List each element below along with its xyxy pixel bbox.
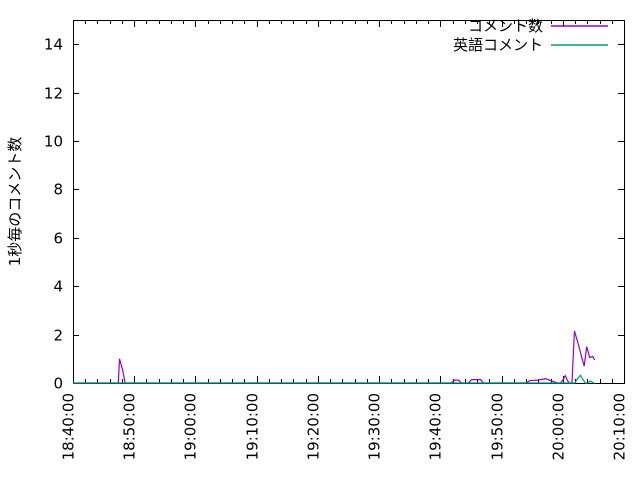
x-tick-label: 19:20:00 bbox=[305, 393, 323, 460]
x-tick-label: 19:50:00 bbox=[489, 393, 507, 460]
legend-label-1: コメント数 bbox=[468, 17, 543, 35]
x-tick-label: 19:00:00 bbox=[182, 393, 200, 460]
x-tick-label: 19:30:00 bbox=[366, 393, 384, 460]
x-tick-label: 18:40:00 bbox=[60, 393, 78, 460]
y-tick-label: 12 bbox=[44, 85, 63, 103]
plot-frame bbox=[73, 20, 625, 384]
series-line-1 bbox=[73, 330, 596, 384]
series-layer bbox=[73, 330, 596, 384]
y-tick-label: 8 bbox=[53, 181, 63, 199]
x-tick-label: 19:40:00 bbox=[427, 393, 445, 460]
x-axis: 18:40:00 18:50:00 19:00:00 19:10:00 19:20:00… bbox=[60, 20, 629, 460]
x-tick-label: 20:10:00 bbox=[611, 393, 629, 460]
x-tick-label: 19:10:00 bbox=[244, 393, 262, 460]
y-axis-label: 1秒毎のコメント数 bbox=[6, 137, 24, 267]
y-tick-label: 6 bbox=[53, 230, 63, 248]
x-tick-label: 20:00:00 bbox=[550, 393, 568, 460]
y-tick-label: 0 bbox=[53, 375, 63, 393]
y-axis: 0 2 4 6 8 10 12 14 bbox=[44, 36, 624, 393]
y-tick-label: 2 bbox=[53, 327, 63, 345]
legend-label-2: 英語コメント bbox=[453, 36, 543, 54]
y-tick-label: 10 bbox=[44, 133, 63, 151]
y-tick-label: 4 bbox=[53, 278, 63, 296]
y-tick-label: 14 bbox=[44, 36, 63, 54]
x-tick-label: 18:50:00 bbox=[121, 393, 139, 460]
series-line-2 bbox=[73, 374, 595, 384]
